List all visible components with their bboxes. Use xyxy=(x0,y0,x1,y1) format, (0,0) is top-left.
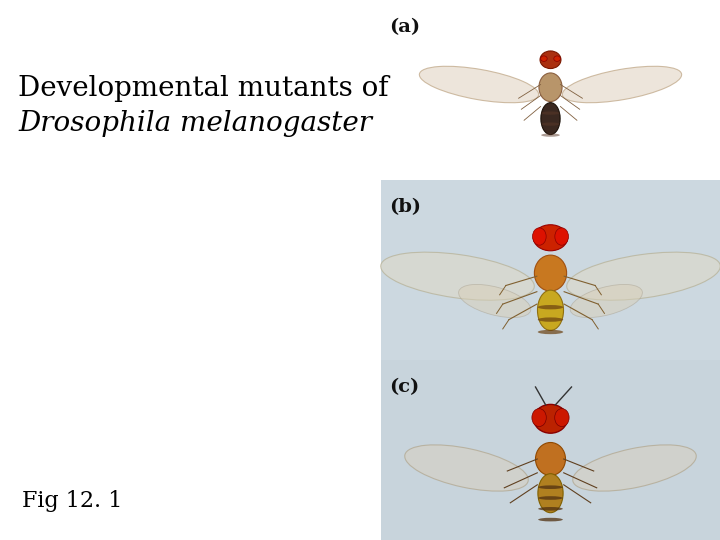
Ellipse shape xyxy=(554,409,569,427)
Ellipse shape xyxy=(555,228,569,245)
Ellipse shape xyxy=(541,103,560,134)
Ellipse shape xyxy=(562,66,682,103)
Ellipse shape xyxy=(567,252,720,300)
Ellipse shape xyxy=(540,51,561,69)
Text: Developmental mutants of: Developmental mutants of xyxy=(18,75,389,102)
Ellipse shape xyxy=(539,485,563,489)
Ellipse shape xyxy=(541,111,560,115)
Ellipse shape xyxy=(541,56,547,62)
Ellipse shape xyxy=(539,507,563,511)
Text: (b): (b) xyxy=(389,198,421,216)
Ellipse shape xyxy=(538,318,563,322)
Ellipse shape xyxy=(533,228,546,245)
Ellipse shape xyxy=(539,73,562,102)
Ellipse shape xyxy=(538,474,563,512)
Ellipse shape xyxy=(537,290,564,330)
Ellipse shape xyxy=(459,285,531,318)
Ellipse shape xyxy=(539,496,563,500)
Ellipse shape xyxy=(534,404,567,433)
Text: (a): (a) xyxy=(389,18,420,36)
Ellipse shape xyxy=(539,518,563,522)
Ellipse shape xyxy=(538,330,563,334)
Ellipse shape xyxy=(541,123,560,126)
Bar xyxy=(381,0,720,180)
Ellipse shape xyxy=(405,445,528,491)
Ellipse shape xyxy=(536,442,565,476)
Ellipse shape xyxy=(570,285,642,318)
Bar xyxy=(381,360,720,540)
Ellipse shape xyxy=(532,409,546,427)
Ellipse shape xyxy=(572,445,696,491)
Text: (c): (c) xyxy=(389,378,419,396)
Ellipse shape xyxy=(534,225,567,251)
Ellipse shape xyxy=(419,66,539,103)
Text: Fig 12. 1: Fig 12. 1 xyxy=(22,490,122,512)
Text: Drosophila melanogaster: Drosophila melanogaster xyxy=(18,110,372,137)
Ellipse shape xyxy=(534,255,567,291)
Ellipse shape xyxy=(541,133,560,137)
Ellipse shape xyxy=(554,56,560,62)
Ellipse shape xyxy=(381,252,534,300)
Ellipse shape xyxy=(538,305,563,309)
Bar xyxy=(381,180,720,360)
